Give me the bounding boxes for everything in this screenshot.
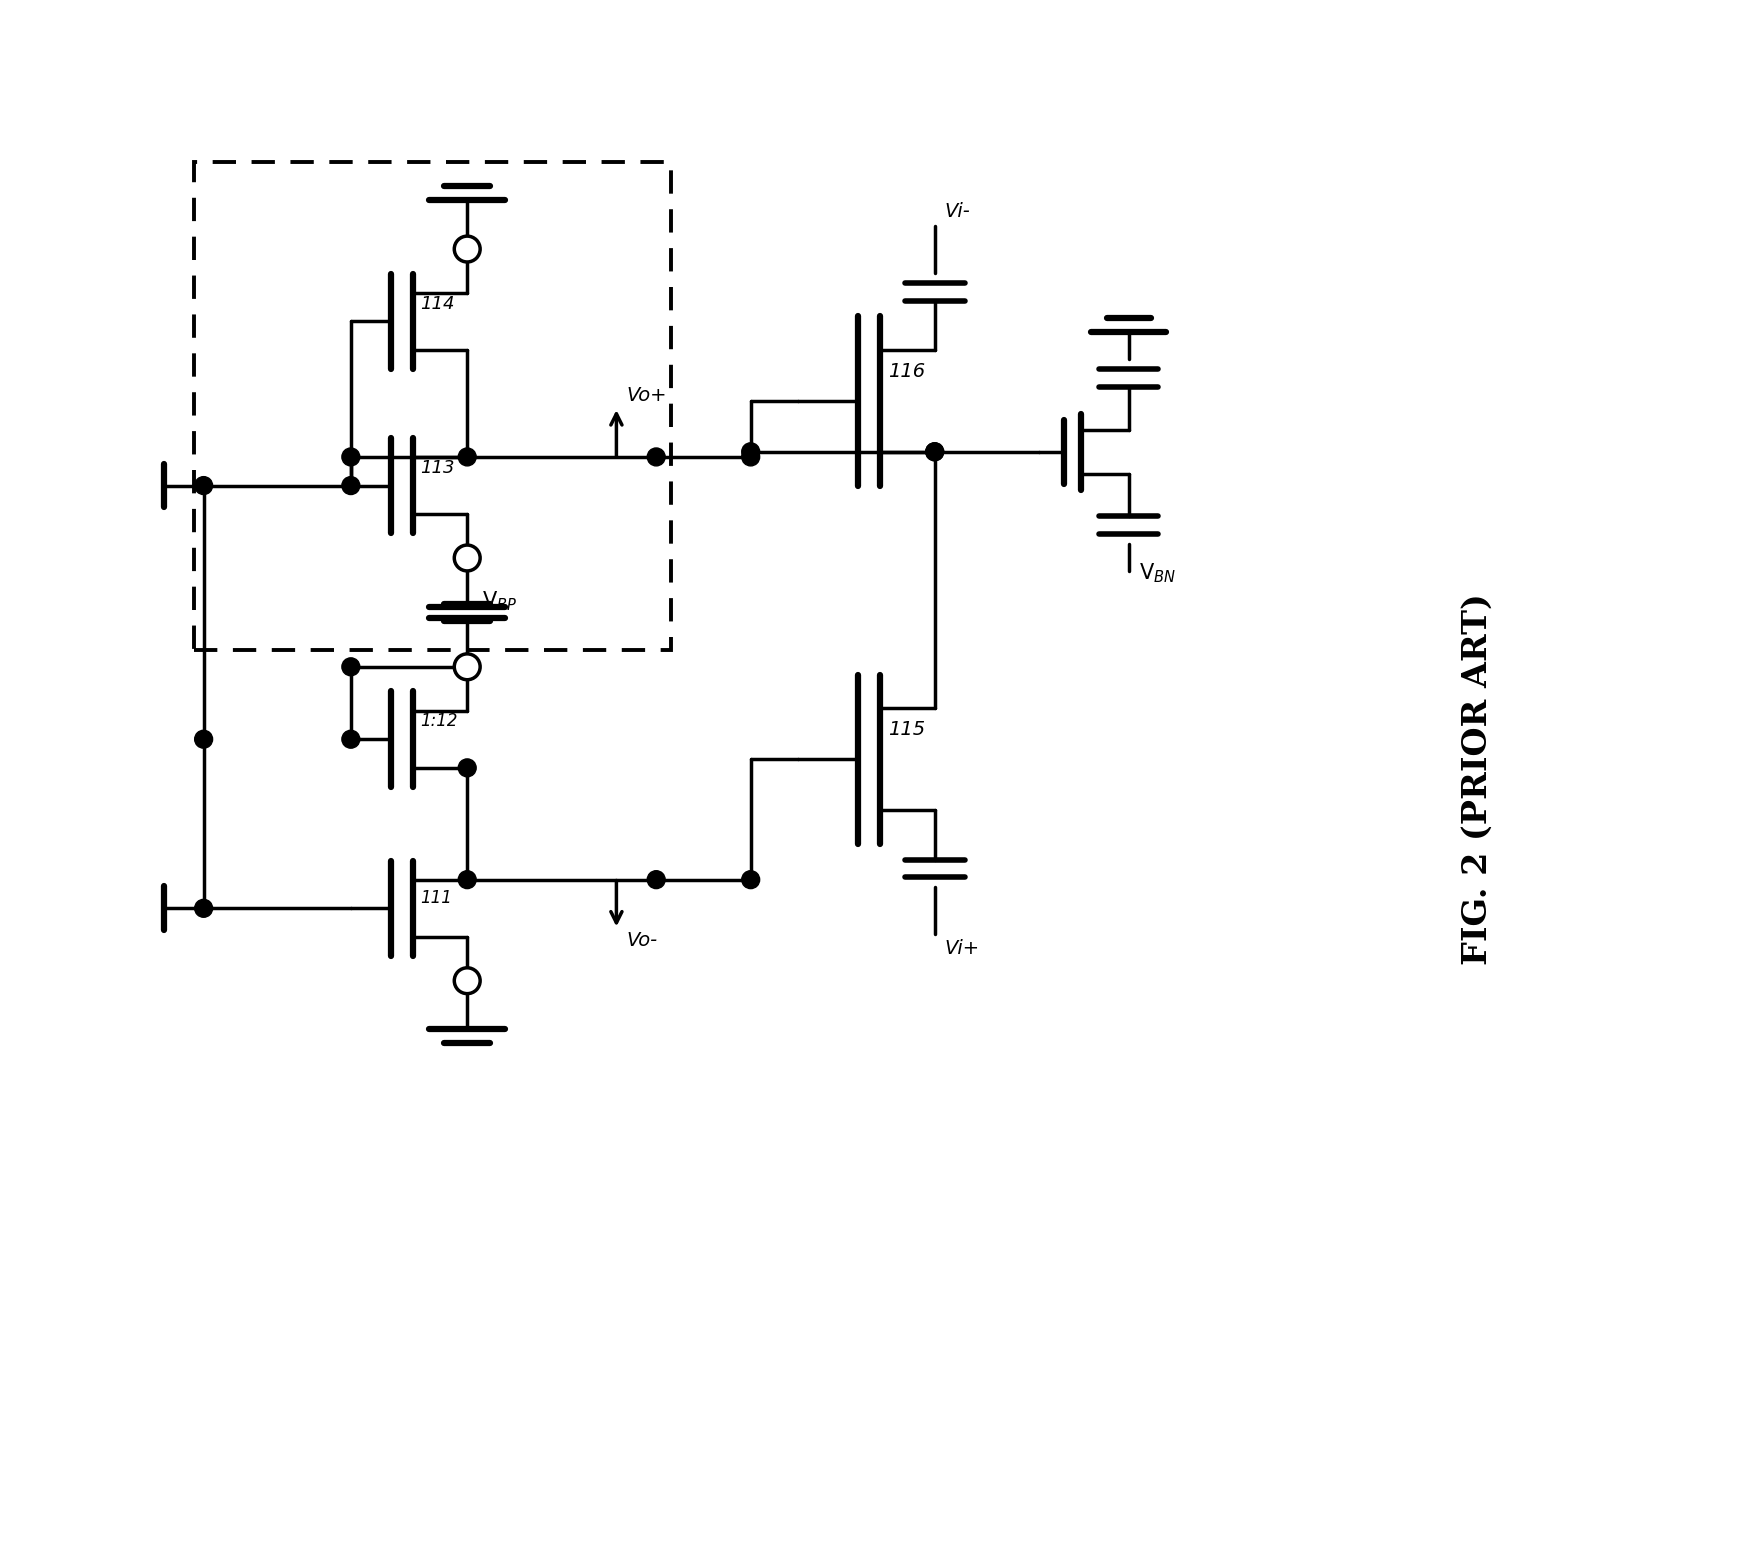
- Circle shape: [647, 871, 664, 889]
- Text: Vo-: Vo-: [625, 931, 657, 951]
- Circle shape: [195, 477, 213, 494]
- Circle shape: [926, 443, 944, 461]
- Text: Vi-: Vi-: [944, 203, 970, 221]
- Circle shape: [459, 759, 476, 776]
- Circle shape: [459, 447, 476, 466]
- Circle shape: [926, 443, 944, 461]
- Text: Vo+: Vo+: [625, 387, 666, 405]
- Circle shape: [741, 871, 759, 889]
- Circle shape: [459, 871, 476, 889]
- Text: V$_{BP}$: V$_{BP}$: [481, 589, 517, 613]
- Circle shape: [453, 235, 480, 262]
- Circle shape: [341, 658, 360, 675]
- Text: 113: 113: [420, 458, 455, 477]
- Circle shape: [341, 730, 360, 748]
- Circle shape: [741, 443, 759, 461]
- Text: 111: 111: [420, 889, 452, 907]
- Circle shape: [453, 968, 480, 993]
- Text: V$_{BN}$: V$_{BN}$: [1139, 561, 1175, 585]
- Circle shape: [741, 447, 759, 466]
- Text: 115: 115: [887, 720, 924, 739]
- Circle shape: [647, 447, 664, 466]
- Text: FIG. 2 (PRIOR ART): FIG. 2 (PRIOR ART): [1460, 592, 1492, 965]
- Text: 1:12: 1:12: [420, 712, 459, 730]
- Text: Vi+: Vi+: [944, 939, 979, 959]
- Circle shape: [453, 546, 480, 571]
- Circle shape: [341, 477, 360, 494]
- Text: 116: 116: [887, 362, 924, 380]
- Circle shape: [195, 730, 213, 748]
- Circle shape: [341, 447, 360, 466]
- Text: 114: 114: [420, 295, 455, 312]
- Circle shape: [453, 653, 480, 680]
- Circle shape: [195, 900, 213, 917]
